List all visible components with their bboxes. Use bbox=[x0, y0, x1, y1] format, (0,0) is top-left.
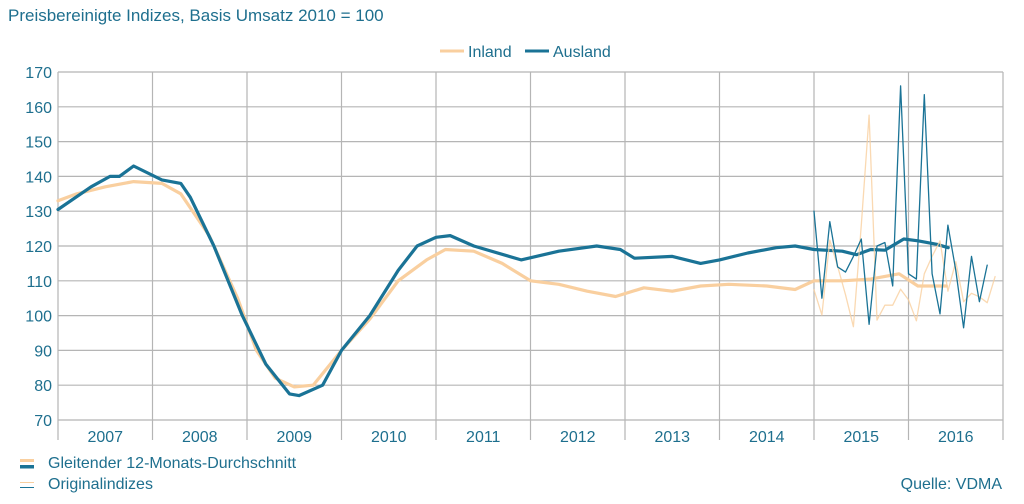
y-tick-label: 130 bbox=[25, 204, 52, 221]
series-line-inland-original bbox=[813, 114, 996, 328]
y-tick-label: 90 bbox=[34, 343, 52, 360]
x-tick-label: 2008 bbox=[182, 429, 218, 446]
y-tick-label: 140 bbox=[25, 169, 52, 186]
y-tick-label: 170 bbox=[25, 65, 52, 82]
x-tick-label: 2015 bbox=[843, 429, 879, 446]
legend-moving-average: Gleitender 12-Monats-Durchschnitt bbox=[20, 455, 296, 473]
y-tick-label: 160 bbox=[25, 100, 52, 117]
series-line-inland-average bbox=[56, 180, 948, 389]
y-tick-label: 110 bbox=[26, 274, 52, 291]
x-tick-label: 2011 bbox=[466, 429, 501, 446]
legend-swatch-thin bbox=[20, 482, 34, 488]
x-tick-label: 2016 bbox=[938, 429, 974, 446]
x-tick-label: 2012 bbox=[560, 429, 596, 446]
legend-label-ausland: Ausland bbox=[553, 44, 611, 61]
series-line-ausland-original bbox=[813, 85, 988, 329]
x-tick-label: 2009 bbox=[276, 429, 312, 446]
legend-label-inland: Inland bbox=[468, 44, 512, 61]
y-tick-label: 100 bbox=[25, 309, 52, 326]
y-tick-label: 150 bbox=[25, 135, 52, 152]
x-tick-label: 2014 bbox=[749, 429, 785, 446]
legend-original: Originalindizes bbox=[20, 476, 153, 494]
y-tick-label: 80 bbox=[34, 378, 52, 395]
chart-title: Preisbereinigte Indizes, Basis Umsatz 20… bbox=[8, 6, 384, 25]
x-tick-label: 2010 bbox=[371, 429, 407, 446]
y-tick-label: 120 bbox=[25, 239, 52, 256]
source-note: Quelle: VDMA bbox=[900, 476, 1002, 493]
series-line-ausland-average bbox=[56, 164, 950, 398]
legend-swatch-thick bbox=[20, 459, 34, 469]
x-tick-label: 2007 bbox=[87, 429, 123, 446]
y-tick-label: 70 bbox=[34, 413, 52, 430]
x-tick-label: 2013 bbox=[654, 429, 690, 446]
